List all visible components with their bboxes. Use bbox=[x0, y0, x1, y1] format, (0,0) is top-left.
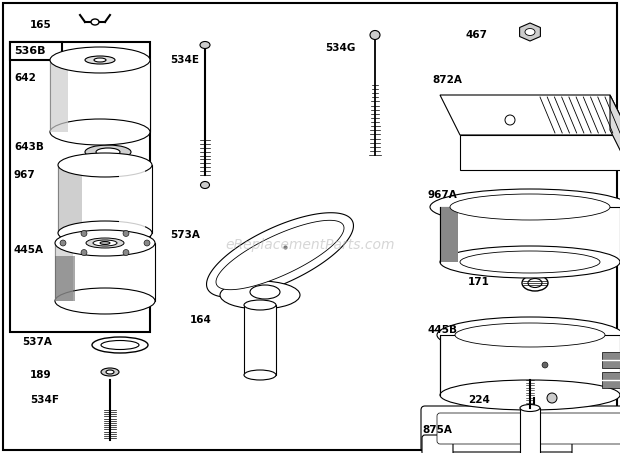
Ellipse shape bbox=[101, 341, 139, 350]
Text: 875A: 875A bbox=[422, 425, 452, 435]
Bar bbox=[244, 305, 276, 375]
Text: 967: 967 bbox=[14, 170, 36, 180]
Ellipse shape bbox=[437, 317, 620, 353]
Polygon shape bbox=[440, 207, 458, 262]
Ellipse shape bbox=[106, 370, 114, 374]
Text: 537A: 537A bbox=[22, 337, 52, 347]
Bar bbox=[58, 165, 152, 233]
Text: 967A: 967A bbox=[428, 190, 458, 200]
Bar bbox=[10, 42, 62, 60]
Polygon shape bbox=[610, 95, 620, 170]
Text: 164: 164 bbox=[190, 315, 212, 325]
FancyBboxPatch shape bbox=[422, 435, 453, 453]
Bar bbox=[119, 165, 145, 233]
Text: eReplacementParts.com: eReplacementParts.com bbox=[225, 238, 395, 252]
Bar bbox=[58, 165, 81, 233]
Text: 643B: 643B bbox=[14, 142, 44, 152]
Circle shape bbox=[81, 250, 87, 255]
Circle shape bbox=[547, 393, 557, 403]
Polygon shape bbox=[216, 220, 344, 290]
Ellipse shape bbox=[92, 337, 148, 353]
Text: 536B: 536B bbox=[14, 46, 45, 56]
Bar bbox=[602, 372, 620, 388]
Circle shape bbox=[123, 250, 129, 255]
Ellipse shape bbox=[520, 405, 540, 411]
Bar bbox=[50, 60, 150, 132]
Circle shape bbox=[60, 240, 66, 246]
Bar bbox=[55, 256, 75, 301]
Ellipse shape bbox=[55, 288, 155, 314]
Ellipse shape bbox=[50, 119, 150, 145]
Ellipse shape bbox=[455, 323, 605, 347]
Polygon shape bbox=[520, 23, 541, 41]
Bar bbox=[440, 207, 620, 262]
Circle shape bbox=[144, 240, 150, 246]
Ellipse shape bbox=[244, 300, 276, 310]
FancyBboxPatch shape bbox=[437, 413, 620, 444]
Ellipse shape bbox=[200, 42, 210, 48]
Ellipse shape bbox=[440, 246, 620, 278]
Text: 534F: 534F bbox=[30, 395, 59, 405]
Ellipse shape bbox=[58, 153, 152, 177]
Ellipse shape bbox=[96, 148, 120, 156]
Circle shape bbox=[542, 362, 548, 368]
Text: 642: 642 bbox=[14, 73, 36, 83]
Text: 445B: 445B bbox=[428, 325, 458, 335]
Bar bbox=[602, 352, 620, 368]
Ellipse shape bbox=[55, 230, 155, 256]
Ellipse shape bbox=[50, 47, 150, 73]
Bar bbox=[50, 60, 68, 132]
FancyBboxPatch shape bbox=[421, 406, 620, 452]
Text: 165: 165 bbox=[30, 20, 51, 30]
Ellipse shape bbox=[93, 240, 117, 246]
Text: 171: 171 bbox=[468, 277, 490, 287]
Bar bbox=[520, 408, 540, 453]
Ellipse shape bbox=[450, 194, 610, 220]
Polygon shape bbox=[206, 213, 353, 297]
Ellipse shape bbox=[200, 182, 210, 188]
Ellipse shape bbox=[94, 58, 106, 62]
Text: 445A: 445A bbox=[14, 245, 44, 255]
Ellipse shape bbox=[525, 29, 535, 35]
Circle shape bbox=[505, 115, 515, 125]
Text: 224: 224 bbox=[468, 395, 490, 405]
Text: 534G: 534G bbox=[325, 43, 355, 53]
Ellipse shape bbox=[440, 380, 620, 410]
Text: 573A: 573A bbox=[170, 230, 200, 240]
Bar bbox=[55, 243, 73, 301]
Ellipse shape bbox=[91, 19, 99, 25]
Ellipse shape bbox=[250, 285, 280, 299]
Bar bbox=[440, 335, 620, 395]
Ellipse shape bbox=[528, 279, 542, 288]
Ellipse shape bbox=[220, 281, 300, 309]
Ellipse shape bbox=[85, 56, 115, 64]
Ellipse shape bbox=[101, 368, 119, 376]
Ellipse shape bbox=[430, 189, 620, 225]
Ellipse shape bbox=[522, 275, 548, 291]
Bar bbox=[10, 42, 150, 332]
Ellipse shape bbox=[85, 145, 131, 159]
Circle shape bbox=[81, 231, 87, 236]
Polygon shape bbox=[440, 95, 620, 135]
Ellipse shape bbox=[460, 251, 600, 273]
Ellipse shape bbox=[370, 30, 380, 39]
Text: 467: 467 bbox=[465, 30, 487, 40]
Polygon shape bbox=[460, 135, 620, 170]
FancyBboxPatch shape bbox=[572, 435, 620, 453]
Ellipse shape bbox=[86, 238, 124, 248]
Ellipse shape bbox=[58, 221, 152, 245]
Text: 189: 189 bbox=[30, 370, 51, 380]
Text: 534E: 534E bbox=[170, 55, 199, 65]
Text: 872A: 872A bbox=[432, 75, 462, 85]
Circle shape bbox=[123, 231, 129, 236]
Ellipse shape bbox=[244, 370, 276, 380]
Ellipse shape bbox=[100, 241, 110, 245]
Bar bbox=[55, 243, 155, 301]
